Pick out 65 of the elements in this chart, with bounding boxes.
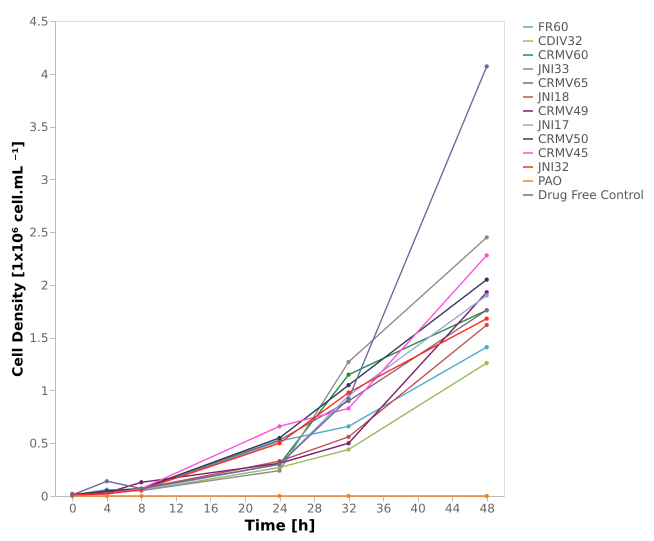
y-tick-label: 1 bbox=[40, 384, 48, 398]
x-tick-label: 48 bbox=[480, 502, 495, 516]
point bbox=[139, 480, 144, 484]
y-tick-label: 0.5 bbox=[29, 436, 48, 451]
point bbox=[277, 424, 282, 428]
x-tick-label: 4 bbox=[103, 502, 112, 516]
point bbox=[346, 383, 351, 388]
point bbox=[277, 494, 282, 498]
legend-label: CRMV49 bbox=[538, 104, 589, 118]
x-tick-label: 24 bbox=[272, 502, 288, 516]
y-tick-label: 0 bbox=[40, 490, 48, 504]
point bbox=[346, 441, 351, 446]
legend-label: JNI18 bbox=[537, 90, 570, 104]
x-tick-label: 44 bbox=[445, 502, 460, 516]
point bbox=[484, 235, 489, 240]
point bbox=[346, 372, 351, 377]
legend-label: CRMV50 bbox=[538, 132, 589, 146]
legend-label: JNI17 bbox=[537, 118, 570, 132]
point bbox=[346, 424, 351, 428]
x-tick-label: 20 bbox=[238, 502, 254, 516]
point bbox=[346, 406, 351, 411]
x-tick-label: 16 bbox=[203, 502, 219, 516]
y-tick-label: 3 bbox=[40, 172, 48, 187]
legend-label: FR60 bbox=[538, 20, 569, 34]
point bbox=[346, 447, 351, 452]
legend-label: JNI33 bbox=[537, 62, 570, 76]
x-axis-title: Time [h] bbox=[244, 516, 316, 534]
y-tick-label: 4 bbox=[40, 67, 48, 82]
point bbox=[484, 316, 489, 321]
point bbox=[104, 494, 109, 498]
point bbox=[484, 253, 489, 258]
point bbox=[484, 494, 489, 498]
y-tick-label: 2.5 bbox=[29, 226, 48, 240]
legend-label: CRMV45 bbox=[538, 146, 589, 160]
x-tick-label: 12 bbox=[168, 502, 184, 516]
y-tick-label: 1.5 bbox=[29, 331, 48, 346]
point bbox=[104, 479, 109, 484]
point bbox=[346, 390, 351, 395]
y-tick-label: 2 bbox=[40, 278, 48, 292]
x-tick-label: 0 bbox=[68, 502, 77, 516]
point bbox=[484, 345, 489, 350]
legend-label: PAO bbox=[538, 174, 562, 188]
legend-label: CRMV65 bbox=[538, 76, 589, 90]
point bbox=[484, 277, 489, 282]
point bbox=[346, 434, 351, 440]
x-tick-label: 8 bbox=[138, 502, 146, 516]
legend-label: CDIV32 bbox=[538, 34, 583, 48]
x-tick-label: 28 bbox=[306, 502, 322, 516]
point bbox=[346, 360, 351, 364]
legend-label: CRMV60 bbox=[538, 48, 589, 62]
y-tick-label: 3.5 bbox=[29, 120, 48, 134]
y-axis-title: Cell Density [1x10⁶ cell.mL ⁻¹] bbox=[10, 141, 26, 377]
point bbox=[277, 468, 282, 473]
point bbox=[484, 293, 489, 298]
point bbox=[139, 494, 144, 498]
point bbox=[346, 494, 351, 498]
y-tick-label: 4.5 bbox=[29, 14, 48, 28]
legend-label: JNI32 bbox=[537, 160, 570, 174]
point bbox=[484, 64, 489, 69]
x-tick-label: 40 bbox=[410, 502, 426, 516]
legend-label: Drug Free Control bbox=[538, 188, 644, 202]
point bbox=[484, 360, 489, 366]
x-tick-label: 36 bbox=[376, 502, 392, 516]
point bbox=[484, 322, 489, 328]
x-tick-label: 32 bbox=[341, 502, 357, 516]
